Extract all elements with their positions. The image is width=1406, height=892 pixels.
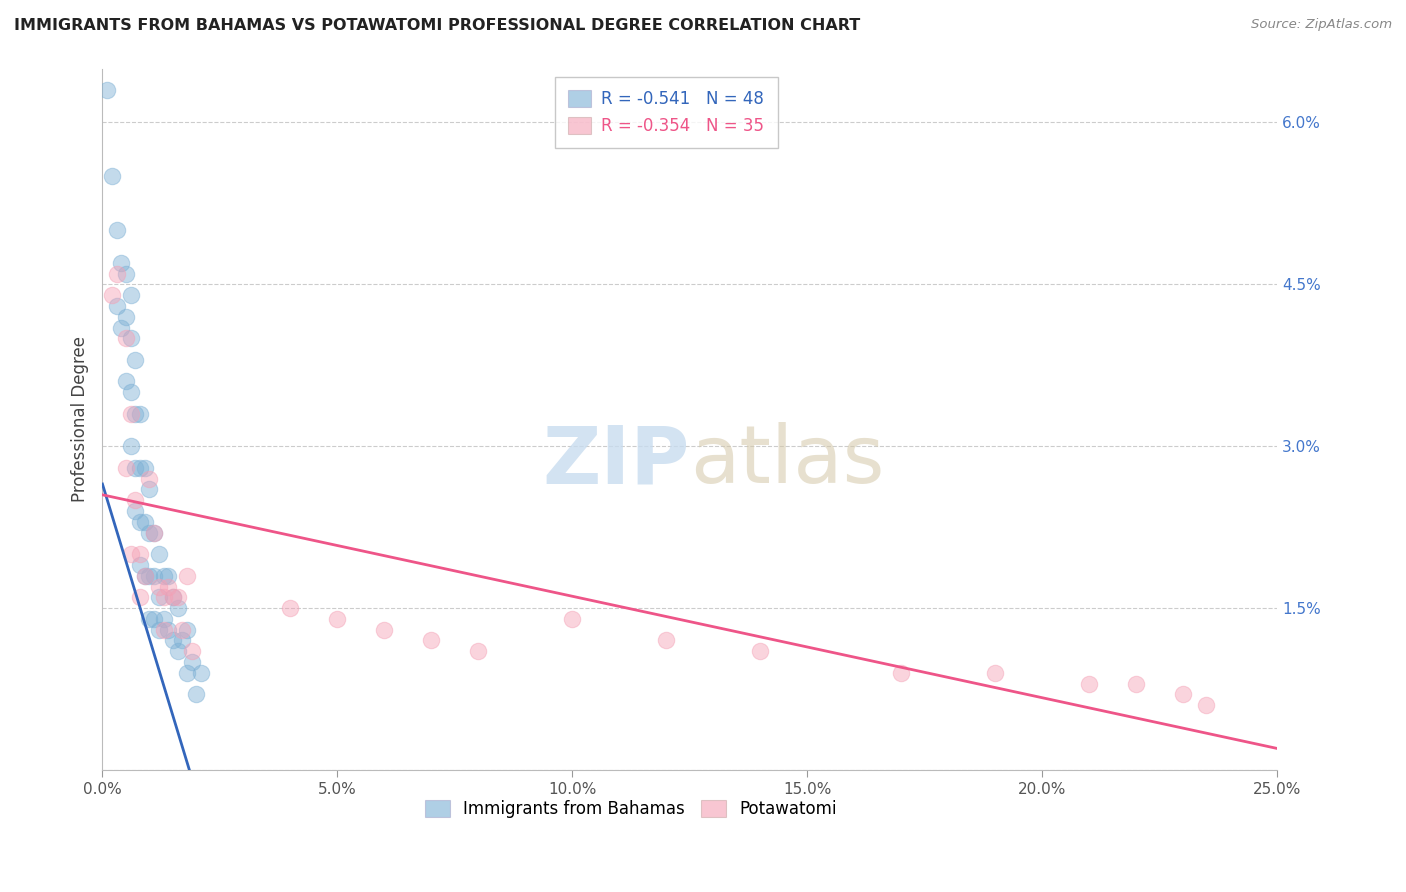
Point [166, 591, 188, 605]
Point [110, 320, 132, 334]
Point [166, 601, 188, 615]
Point [129, 591, 152, 605]
Point [157, 568, 180, 582]
Point [420, 633, 443, 648]
Point [129, 558, 152, 572]
Point [120, 439, 142, 453]
Point [373, 623, 395, 637]
Point [152, 623, 174, 637]
Point [157, 623, 180, 637]
Point [120, 547, 142, 561]
Point [162, 633, 184, 648]
Point [138, 483, 160, 497]
Point [129, 547, 152, 561]
Point [1125, 676, 1147, 690]
Point [162, 591, 184, 605]
Point [138, 568, 160, 582]
Point [134, 515, 156, 529]
Point [280, 601, 302, 615]
Point [105, 223, 128, 237]
Y-axis label: Professional Degree: Professional Degree [72, 336, 89, 502]
Point [120, 407, 142, 421]
Point [984, 665, 1007, 680]
Point [134, 460, 156, 475]
Point [138, 525, 160, 540]
Point [157, 580, 180, 594]
Point [176, 568, 198, 582]
Point [1171, 688, 1194, 702]
Point [115, 267, 138, 281]
Point [152, 591, 174, 605]
Point [129, 407, 152, 421]
Point [143, 568, 166, 582]
Text: atlas: atlas [690, 422, 884, 500]
Point [152, 612, 174, 626]
Point [176, 665, 198, 680]
Point [115, 331, 138, 345]
Point [129, 460, 152, 475]
Point [115, 310, 138, 324]
Point [172, 633, 194, 648]
Point [326, 612, 349, 626]
Point [138, 472, 160, 486]
Point [143, 525, 166, 540]
Point [180, 655, 202, 669]
Point [124, 460, 146, 475]
Point [148, 591, 170, 605]
Point [186, 688, 208, 702]
Point [129, 515, 152, 529]
Point [148, 547, 170, 561]
Point [124, 504, 146, 518]
Point [148, 623, 170, 637]
Point [166, 644, 188, 658]
Point [655, 633, 678, 648]
Point [1195, 698, 1218, 713]
Point [172, 623, 194, 637]
Legend: Immigrants from Bahamas, Potawatomi: Immigrants from Bahamas, Potawatomi [418, 793, 844, 825]
Text: IMMIGRANTS FROM BAHAMAS VS POTAWATOMI PROFESSIONAL DEGREE CORRELATION CHART: IMMIGRANTS FROM BAHAMAS VS POTAWATOMI PR… [14, 18, 860, 33]
Point [180, 644, 202, 658]
Point [105, 267, 128, 281]
Point [138, 612, 160, 626]
Point [134, 568, 156, 582]
Point [143, 525, 166, 540]
Point [115, 375, 138, 389]
Point [120, 385, 142, 400]
Point [124, 352, 146, 367]
Text: Source: ZipAtlas.com: Source: ZipAtlas.com [1251, 18, 1392, 31]
Point [96, 83, 118, 97]
Point [561, 612, 583, 626]
Point [890, 665, 912, 680]
Point [176, 623, 198, 637]
Point [115, 460, 138, 475]
Text: ZIP: ZIP [543, 422, 690, 500]
Point [148, 580, 170, 594]
Point [162, 591, 184, 605]
Point [152, 568, 174, 582]
Point [124, 493, 146, 508]
Point [101, 288, 124, 302]
Point [110, 256, 132, 270]
Point [105, 299, 128, 313]
Point [134, 568, 156, 582]
Point [120, 288, 142, 302]
Point [467, 644, 489, 658]
Point [190, 665, 212, 680]
Point [120, 331, 142, 345]
Point [1078, 676, 1101, 690]
Point [124, 407, 146, 421]
Point [143, 612, 166, 626]
Point [101, 169, 124, 184]
Point [749, 644, 772, 658]
